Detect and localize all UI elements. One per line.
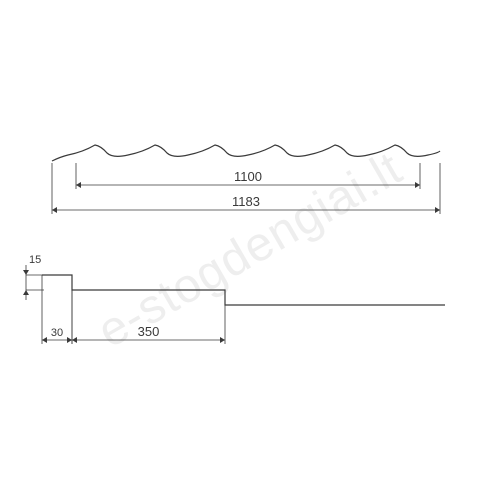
svg-text:1100: 1100 (234, 169, 262, 184)
step-profile (42, 275, 445, 305)
dim-15: 15 (23, 254, 44, 300)
dim-350: 350 (72, 290, 225, 344)
diagram-canvas: e-stogdengiai.lt 1100 1183 15 30 350 (0, 0, 500, 500)
tile-wave-profile (52, 145, 440, 161)
svg-text:30: 30 (51, 327, 63, 339)
dim-1100: 1100 (76, 163, 420, 189)
drawing-svg: 1100 1183 15 30 350 (0, 0, 500, 500)
svg-text:15: 15 (29, 254, 41, 266)
dim-30: 30 (42, 275, 72, 344)
svg-text:350: 350 (138, 324, 160, 339)
svg-text:1183: 1183 (232, 194, 260, 209)
